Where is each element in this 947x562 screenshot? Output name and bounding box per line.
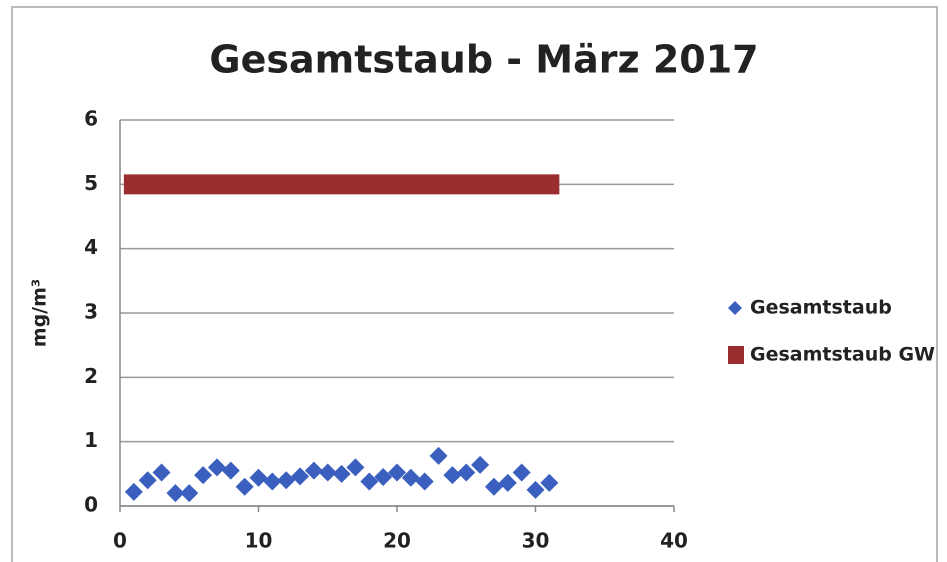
- scatter-point: [498, 473, 517, 492]
- scatter-point: [318, 463, 337, 482]
- chart-title: Gesamtstaub - März 2017: [209, 38, 758, 82]
- scatter-point: [374, 468, 393, 487]
- x-tick-label: 0: [113, 529, 127, 553]
- scatter-point: [512, 463, 531, 482]
- scatter-point: [235, 477, 254, 496]
- scatter-point: [249, 468, 268, 487]
- scatter-point: [152, 463, 171, 482]
- y-tick-label: 2: [84, 364, 98, 388]
- scatter-point: [291, 467, 310, 486]
- x-tick-label: 20: [383, 529, 411, 553]
- x-tick-label: 10: [245, 529, 273, 553]
- scatter-point: [484, 477, 503, 496]
- scatter-point: [540, 473, 559, 492]
- scatter-point: [471, 455, 490, 474]
- y-tick-label: 0: [84, 493, 98, 517]
- legend-label: Gesamtstaub: [750, 297, 892, 319]
- scatter-point: [388, 463, 406, 482]
- legend-swatch: [728, 301, 742, 315]
- scatter-point: [332, 464, 351, 483]
- scatter-point: [443, 466, 462, 485]
- scatter-point: [346, 458, 365, 477]
- y-tick-label: 3: [84, 300, 98, 324]
- y-tick-label: 4: [84, 235, 98, 259]
- legend-label: Gesamtstaub GW: [750, 344, 935, 366]
- scatter-point: [401, 468, 420, 487]
- scatter-point: [304, 461, 323, 480]
- scatter-point: [277, 471, 296, 490]
- y-tick-label: 1: [84, 428, 98, 452]
- x-tick-label: 40: [660, 529, 688, 553]
- scatter-point: [207, 458, 226, 477]
- scatter-point: [138, 471, 157, 490]
- scatter-point: [263, 472, 282, 491]
- y-tick-label: 6: [84, 107, 98, 131]
- legend-swatch: [728, 346, 744, 364]
- x-tick-label: 30: [522, 529, 550, 553]
- scatter-point: [180, 484, 199, 503]
- y-tick-label: 5: [84, 171, 98, 195]
- scatter-point: [221, 461, 240, 480]
- scatter-point: [166, 484, 185, 503]
- scatter-point: [429, 446, 448, 465]
- scatter-point: [526, 480, 545, 499]
- scatter-point: [360, 472, 379, 491]
- scatter-point: [124, 482, 143, 501]
- scatter-point: [415, 472, 434, 491]
- scatter-point: [194, 466, 213, 485]
- scatter-point: [457, 463, 476, 482]
- y-axis-label: mg/m³: [29, 279, 51, 347]
